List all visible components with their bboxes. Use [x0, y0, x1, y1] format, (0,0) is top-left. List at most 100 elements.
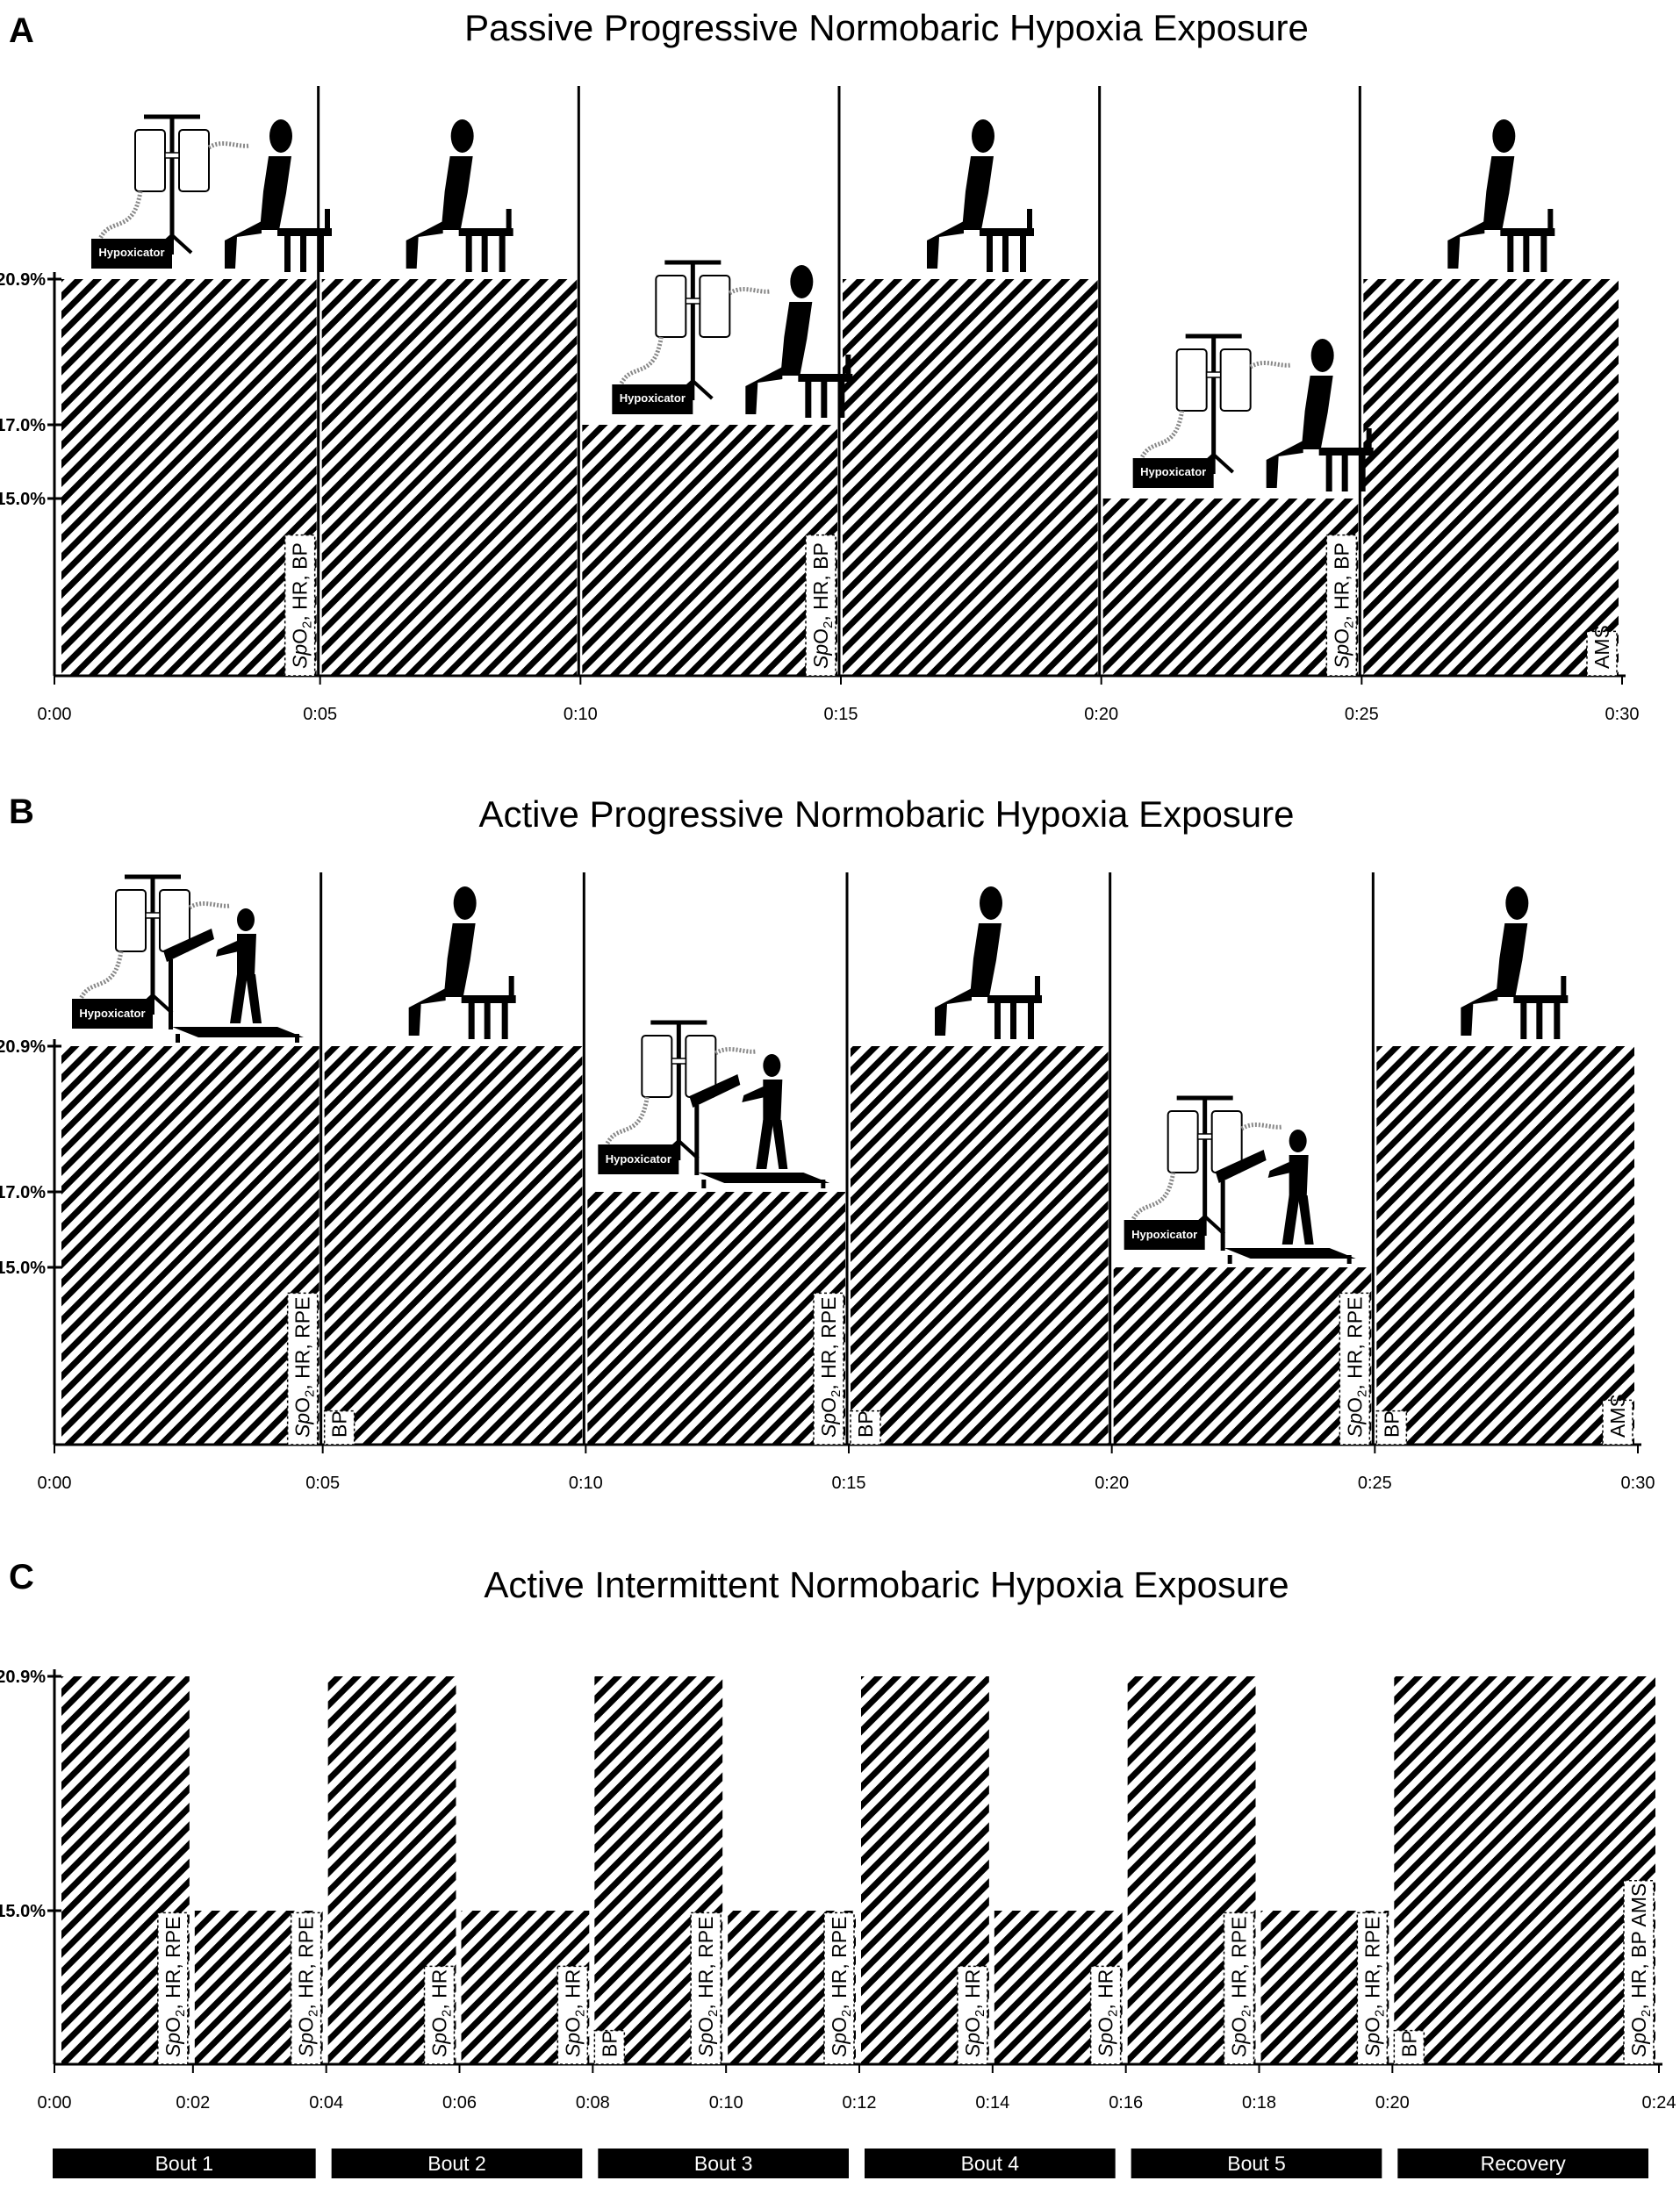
x-tick-label: 0:12 — [843, 2093, 877, 2113]
measurement-label: BP — [854, 1410, 877, 1438]
measurement-label: SpO2, HR — [561, 1969, 587, 2057]
x-tick-label: 0:05 — [303, 705, 337, 724]
measurement-label-box — [1393, 2029, 1425, 2065]
x-tick-label: 0:00 — [38, 705, 72, 724]
o2-level-bar — [1363, 279, 1619, 676]
panel-letter: B — [9, 793, 34, 831]
panel-letter: A — [9, 11, 34, 50]
measurement-label: SpO2, HR, RPE — [817, 1297, 844, 1438]
x-tick-label: 0:15 — [824, 705, 858, 724]
hypoxicator-label: Hypoxicator — [606, 1152, 671, 1166]
o2-level-bar — [582, 425, 837, 676]
x-tick-label: 0:14 — [975, 2093, 1009, 2113]
hypoxicator-label: Hypoxicator — [98, 246, 164, 259]
measurement-label-box — [323, 1410, 355, 1446]
o2-level-bar — [1102, 499, 1359, 676]
measurement-label: BP — [328, 1410, 351, 1438]
measurement-label: SpO2, HR, RPE — [828, 1917, 854, 2057]
bout-label: Bout 1 — [155, 2152, 214, 2175]
measurement-label: BP — [1397, 2030, 1420, 2057]
measurement-label-box — [1339, 1292, 1371, 1446]
measurement-label: SpO2, HR, RPE — [1361, 1917, 1387, 2057]
o2-level-bar — [851, 1046, 1109, 1445]
o2-level-bar — [61, 279, 317, 676]
measurement-label: SpO2, HR, BP — [809, 542, 836, 669]
x-tick-label: 0:18 — [1242, 2093, 1276, 2113]
x-tick-label: 0:10 — [569, 1474, 603, 1493]
x-tick-label: 0:10 — [564, 705, 598, 724]
panel-b: B Active Progressive Normobaric Hypoxia E… — [0, 793, 1655, 1493]
measurement-label: AMS — [1590, 625, 1613, 669]
hypoxicator-label: Hypoxicator — [1140, 465, 1206, 478]
o2-level-bar — [1113, 1267, 1372, 1445]
x-tick-label: 0:02 — [176, 2093, 210, 2113]
panel-a: A Passive Progressive Normobaric Hypoxia … — [0, 7, 1639, 724]
panel-title: Active Intermittent Normobaric Hypoxia E… — [484, 1564, 1289, 1605]
y-tick-label: 15.0% — [0, 1259, 46, 1278]
y-tick-label: 17.0% — [0, 1183, 46, 1202]
panel-c: C Active Intermittent Normobaric Hypoxia … — [0, 1558, 1676, 2178]
panel-title: Active Progressive Normobaric Hypoxia Ex… — [478, 793, 1294, 835]
x-tick-label: 0:05 — [305, 1474, 340, 1493]
measurement-label: AMS — [1606, 1394, 1629, 1438]
measurement-label-box — [1223, 1912, 1255, 2065]
y-tick-label: 15.0% — [0, 1902, 46, 1921]
seated-person-icon — [1461, 886, 1569, 1039]
panel-letter: C — [9, 1558, 34, 1596]
seated-person-icon — [745, 265, 853, 418]
measurement-label: SpO2, HR, BP — [289, 542, 315, 669]
measurement-label: SpO2, HR, RPE — [1228, 1917, 1254, 2057]
bout-label: Bout 2 — [427, 2152, 486, 2175]
x-tick-label: 0:24 — [1642, 2093, 1676, 2113]
measurement-label: SpO2, HR, RPE — [162, 1917, 188, 2057]
bout-bar — [865, 2149, 1116, 2178]
bout-label: Recovery — [1481, 2152, 1567, 2175]
measurement-label-box — [1602, 1399, 1633, 1446]
x-tick-label: 0:30 — [1605, 705, 1640, 724]
measurement-label-box — [423, 1965, 456, 2065]
measurement-label-box — [556, 1965, 589, 2065]
seated-person-icon — [1447, 119, 1555, 272]
bout-label: Bout 5 — [1227, 2152, 1286, 2175]
bout-bar — [53, 2149, 316, 2178]
seated-person-icon — [225, 119, 332, 272]
measurement-label: BP — [598, 2030, 621, 2057]
measurement-label: SpO2, HR, RPE — [694, 1917, 721, 2057]
hypoxicator-label: Hypoxicator — [620, 391, 686, 405]
measurement-label-box — [1325, 534, 1358, 677]
measurement-label: SpO2, HR, RPE — [1343, 1297, 1369, 1438]
measurement-label-box — [850, 1410, 881, 1446]
panel-title: Passive Progressive Normobaric Hypoxia E… — [464, 7, 1309, 48]
o2-level-bar — [324, 1046, 583, 1445]
measurement-label-box — [284, 534, 316, 677]
x-tick-label: 0:16 — [1109, 2093, 1143, 2113]
measurement-label-box — [1623, 1880, 1655, 2065]
bout-bar — [331, 2149, 583, 2178]
measurement-label: SpO2, HR — [1095, 1969, 1121, 2057]
y-tick-label: 20.9% — [0, 1668, 46, 1687]
o2-level-bar — [1394, 1676, 1655, 2064]
x-tick-label: 0:00 — [38, 2093, 72, 2113]
measurement-label-box — [593, 2029, 626, 2065]
x-tick-label: 0:15 — [832, 1474, 866, 1493]
o2-level-bar — [843, 279, 1098, 676]
hypoxicator-label: Hypoxicator — [1131, 1228, 1197, 1241]
bout-bar — [1131, 2149, 1382, 2178]
seated-person-icon — [1266, 339, 1374, 491]
bout-bar — [598, 2149, 849, 2178]
hypoxicator-label: Hypoxicator — [79, 1007, 145, 1020]
y-tick-label: 15.0% — [0, 490, 46, 509]
x-tick-label: 0:25 — [1358, 1474, 1392, 1493]
x-tick-label: 0:20 — [1084, 705, 1118, 724]
measurement-label-box — [1375, 1410, 1408, 1446]
seated-person-icon — [406, 119, 513, 272]
x-tick-label: 0:08 — [576, 2093, 610, 2113]
measurement-label-box — [1089, 1965, 1122, 2065]
measurement-label: SpO2, HR — [428, 1969, 455, 2057]
bout-label: Bout 4 — [961, 2152, 1020, 2175]
measurement-label-box — [823, 1912, 855, 2065]
measurement-label: SpO2, HR — [961, 1969, 987, 2057]
x-tick-label: 0:20 — [1375, 2093, 1410, 2113]
o2-level-bar — [321, 279, 578, 676]
measurement-label-box — [290, 1912, 322, 2065]
